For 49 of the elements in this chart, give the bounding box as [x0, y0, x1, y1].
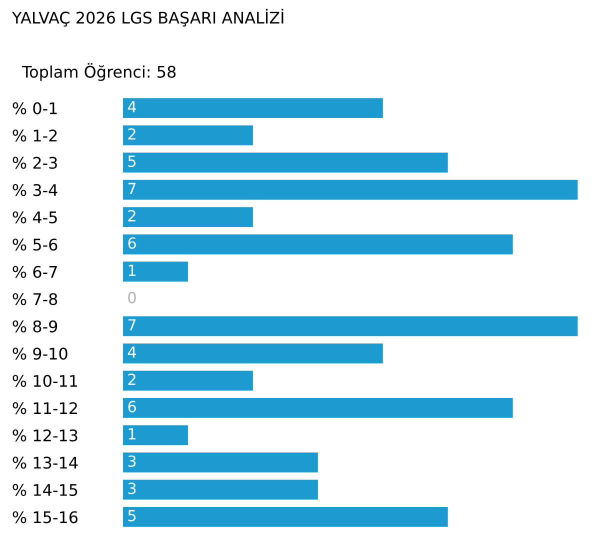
y-tick-label: % 7-8 — [12, 293, 58, 306]
bar — [123, 316, 578, 336]
bar — [123, 370, 253, 391]
bar — [123, 207, 253, 228]
chart-subtitle: Toplam Öğrenci: 58 — [22, 63, 176, 81]
bar — [123, 398, 513, 418]
y-tick-label: % 0-1 — [12, 102, 57, 114]
data-label: 2 — [128, 374, 136, 385]
data-label: 5 — [128, 156, 136, 168]
data-label: 2 — [128, 210, 136, 222]
y-tick-label: % 8-9 — [12, 320, 58, 332]
y-tick-label: % 10-11 — [12, 374, 78, 387]
data-label: 6 — [128, 237, 136, 249]
data-label: 3 — [128, 455, 136, 467]
data-label: 4 — [128, 346, 136, 358]
y-tick-label: % 12-13 — [12, 429, 78, 442]
y-tick-label: % 15-16 — [12, 511, 78, 524]
y-tick-label: % 4-5 — [12, 211, 57, 224]
data-label: 7 — [128, 182, 136, 194]
bar — [123, 425, 188, 446]
chart-title: YALVAÇ 2026 LGS BAŞARI ANALİZİ — [12, 8, 284, 27]
bar — [123, 343, 383, 364]
data-label: 6 — [128, 400, 136, 412]
y-tick-label: % 14-15 — [12, 484, 78, 496]
bar — [123, 234, 513, 254]
data-label: 0 — [128, 292, 136, 304]
data-label: 1 — [128, 264, 136, 276]
bar — [123, 152, 448, 173]
bar — [123, 507, 448, 527]
y-tick-label: % 6-7 — [12, 266, 57, 278]
y-tick-label: % 3-4 — [12, 184, 58, 196]
y-tick-label: % 2-3 — [12, 156, 57, 169]
y-tick-label: % 5-6 — [12, 238, 58, 251]
bar — [123, 98, 383, 118]
y-tick-label: % 11-12 — [12, 402, 77, 414]
data-label: 4 — [128, 101, 136, 112]
bar — [123, 452, 318, 472]
data-label: 3 — [128, 482, 136, 494]
y-tick-label: % 9-10 — [12, 348, 68, 360]
bar — [123, 125, 253, 146]
bar — [123, 262, 188, 282]
data-label: 7 — [128, 319, 136, 330]
y-tick-label: % 1-2 — [12, 130, 57, 142]
data-label: 2 — [128, 128, 136, 140]
y-tick-label: % 13-14 — [12, 456, 78, 469]
bar — [123, 180, 578, 200]
bar — [123, 480, 318, 500]
data-label: 1 — [128, 428, 136, 440]
data-label: 5 — [128, 510, 136, 522]
